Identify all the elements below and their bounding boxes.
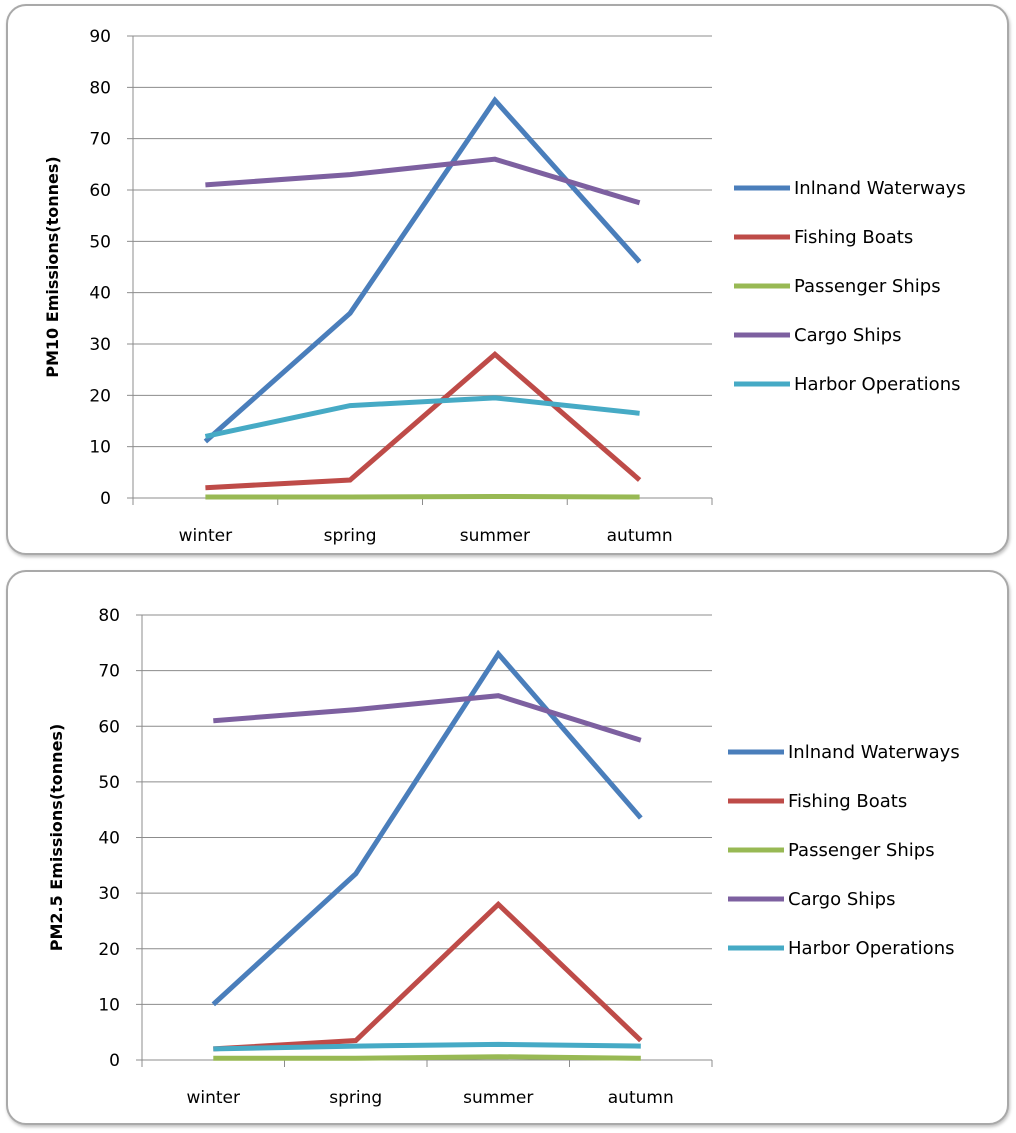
pm10-y-tick-label: 0 bbox=[100, 489, 111, 509]
pm25-y-tick-label: 10 bbox=[98, 995, 120, 1015]
pm10-y-tick-label: 30 bbox=[89, 335, 111, 355]
pm25-y-axis-title: PM2.5 Emissions(tonnes) bbox=[47, 724, 66, 952]
pm10-x-tick-label-winter: winter bbox=[179, 526, 233, 546]
pm10-y-tick-label: 90 bbox=[89, 27, 111, 47]
pm10-y-tick-label: 20 bbox=[89, 386, 111, 406]
pm25-y-tick-label: 70 bbox=[98, 662, 120, 682]
pm25-y-tick-label: 20 bbox=[98, 940, 120, 960]
pm25-line-chart: 0 10 20 30 40 50 60 70 80 winter spring summer autum… bbox=[47, 606, 960, 1108]
pm10-series-line-passenger-ships bbox=[205, 493, 640, 500]
pm10-y-tick-label: 80 bbox=[89, 78, 111, 98]
pm25-legend-label: Inlnand Waterways bbox=[788, 742, 960, 763]
pm10-legend-label: Inlnand Waterways bbox=[794, 178, 966, 199]
pm25-chart-panel: 0 10 20 30 40 50 60 70 80 winter spring summer autum… bbox=[6, 570, 1009, 1125]
pm10-line-chart: 0 10 20 30 40 50 60 70 80 90 winter spring summer aut… bbox=[43, 27, 966, 546]
pm25-x-tick-label-spring: spring bbox=[329, 1088, 382, 1108]
pm10-legend-label: Fishing Boats bbox=[794, 227, 913, 248]
pm10-y-tick-label: 40 bbox=[89, 284, 111, 304]
pm25-legend-label: Passenger Ships bbox=[788, 840, 935, 861]
pm25-series-line-fishing-boats bbox=[213, 900, 643, 1052]
pm25-x-tick-label-summer: summer bbox=[463, 1088, 533, 1108]
pm25-gridlines bbox=[136, 614, 712, 1061]
pm25-series-line-harbor-operations bbox=[213, 1041, 641, 1052]
pm25-x-tick-label-autumn: autumn bbox=[608, 1088, 674, 1108]
pm25-series-line-cargo-ships bbox=[213, 693, 642, 743]
pm10-y-tick-label: 50 bbox=[89, 232, 111, 252]
pm10-legend-label: Harbor Operations bbox=[794, 374, 960, 395]
pm10-legend-label: Cargo Ships bbox=[794, 325, 901, 346]
pm25-series-line-passenger-ships bbox=[213, 1054, 641, 1061]
pm25-y-tick-label: 40 bbox=[98, 829, 120, 849]
pm25-y-tick-label: 80 bbox=[98, 606, 120, 626]
pm10-y-axis-title: PM10 Emissions(tonnes) bbox=[43, 156, 62, 377]
pm10-series-line-cargo-ships bbox=[205, 156, 641, 206]
pm25-legend-label: Cargo Ships bbox=[788, 889, 895, 910]
pm10-chart-panel: 0 10 20 30 40 50 60 70 80 90 winter spring summer aut… bbox=[6, 4, 1009, 555]
pm10-series-line-inlnand-waterways bbox=[203, 96, 642, 444]
pm25-y-tick-label: 30 bbox=[98, 884, 120, 904]
pm25-series-line-inlnand-waterways bbox=[211, 649, 643, 1007]
pm10-x-tick-label-summer: summer bbox=[460, 526, 530, 546]
pm25-legend-label: Harbor Operations bbox=[788, 938, 954, 959]
pm10-y-tick-label: 10 bbox=[89, 438, 111, 458]
pm10-x-tick-label-spring: spring bbox=[324, 526, 377, 546]
pm25-y-tick-label: 50 bbox=[98, 773, 120, 793]
pm10-y-tick-label: 70 bbox=[89, 130, 111, 150]
pm25-legend-label: Fishing Boats bbox=[788, 791, 907, 812]
pm10-series-line-harbor-operations bbox=[204, 395, 640, 439]
pm25-y-tick-label: 0 bbox=[109, 1051, 120, 1071]
pm10-y-tick-label: 60 bbox=[89, 181, 111, 201]
pm10-legend: Inlnand Waterways Fishing Boats Passenger … bbox=[734, 178, 966, 395]
pm25-x-tick-label-winter: winter bbox=[186, 1088, 240, 1108]
pm25-y-tick-label: 60 bbox=[98, 717, 120, 737]
pm10-legend-label: Passenger Ships bbox=[794, 276, 941, 297]
pm10-gridlines bbox=[127, 35, 712, 499]
pm10-x-tick-label-autumn: autumn bbox=[607, 526, 673, 546]
pm10-series-line-fishing-boats bbox=[205, 350, 642, 491]
pm25-legend: Inlnand Waterways Fishing Boats Passenger … bbox=[728, 742, 960, 959]
